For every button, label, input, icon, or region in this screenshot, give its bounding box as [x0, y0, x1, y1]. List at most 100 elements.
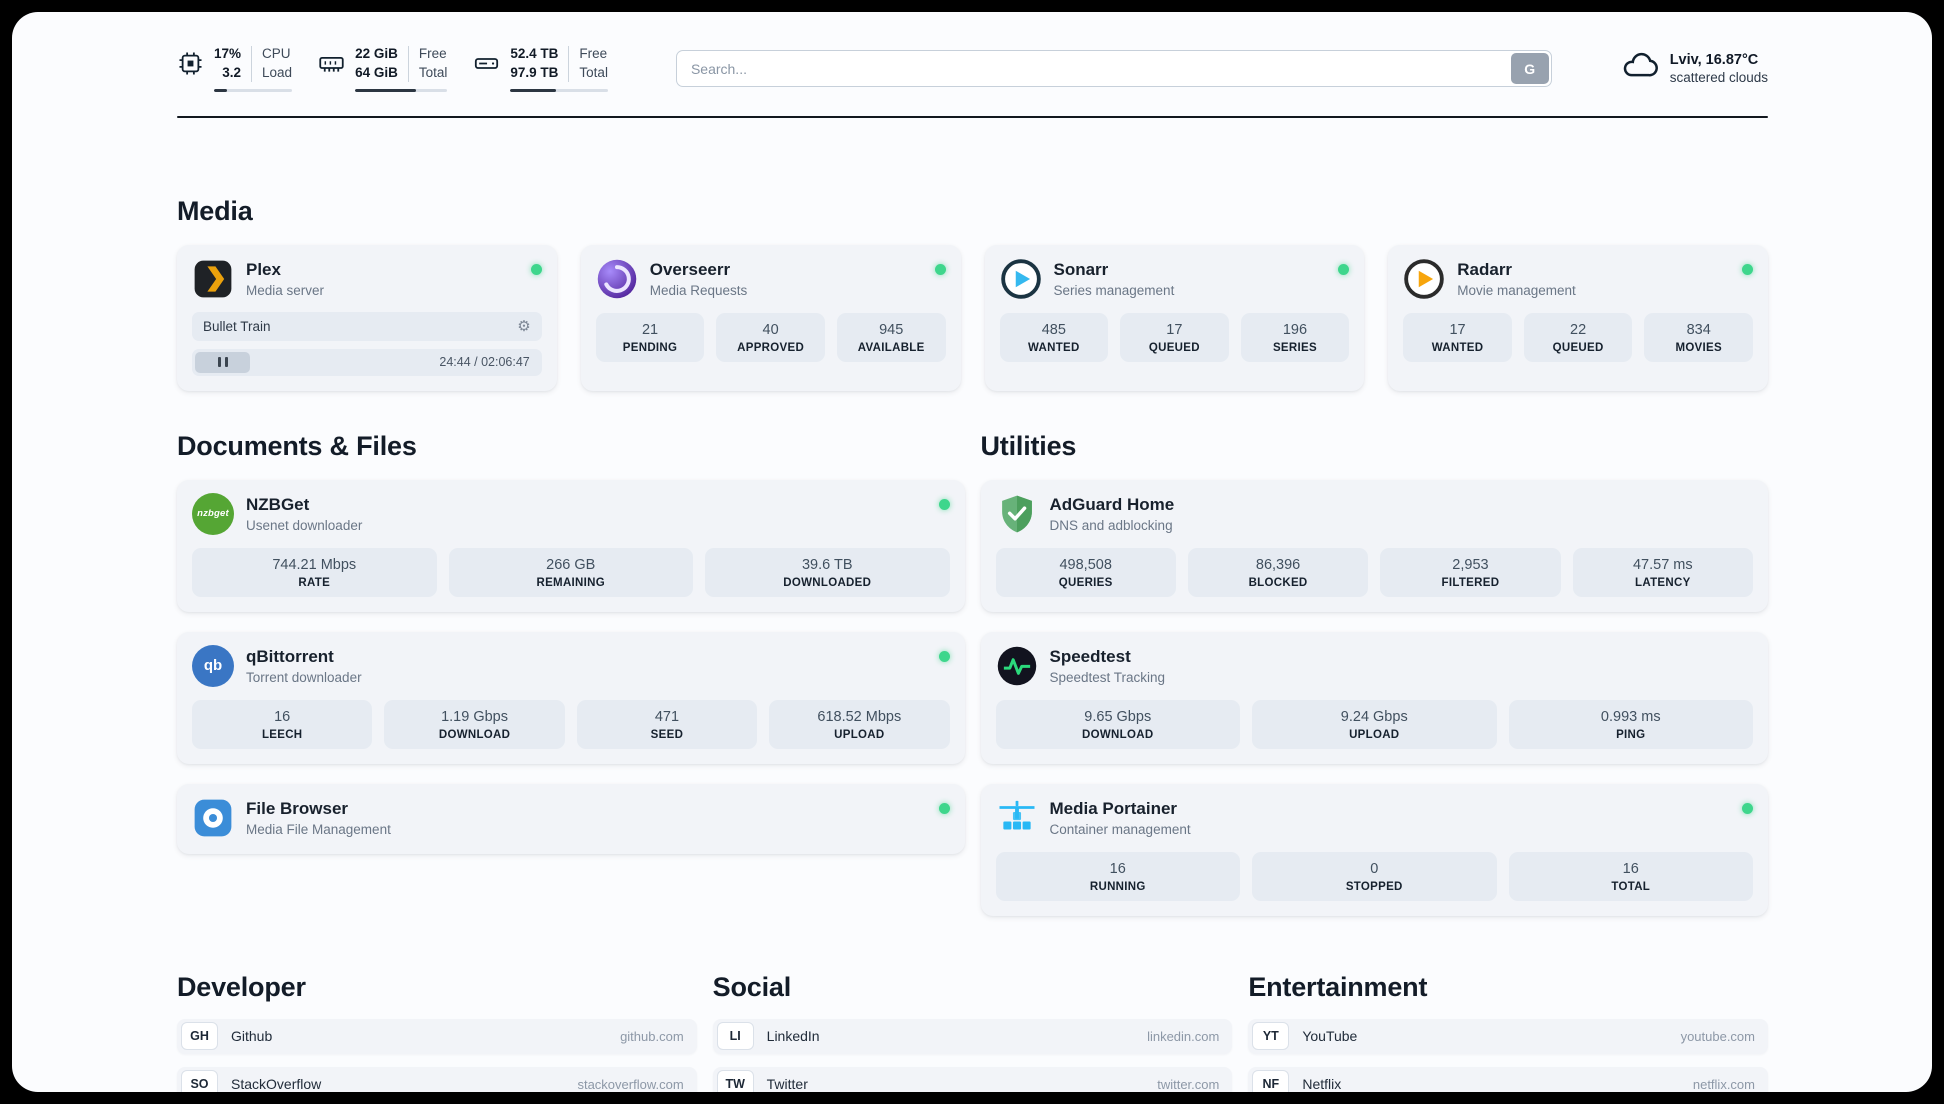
cloud-icon — [1620, 46, 1660, 91]
memory-progress-track — [355, 88, 448, 92]
bookmark-netflix[interactable]: NF Netflix netflix.com — [1248, 1066, 1768, 1092]
header-divider — [177, 115, 1768, 118]
search-bar[interactable]: G — [675, 50, 1552, 88]
app-subtitle: Torrent downloader — [246, 669, 362, 685]
app-card-sonarr[interactable]: Sonarr Series management 485 WANTED 17 Q… — [984, 244, 1365, 391]
app-name: AdGuard Home — [1049, 494, 1175, 514]
status-dot — [1338, 263, 1350, 275]
stat-queued: 17 QUEUED — [1120, 312, 1229, 362]
bookmark-linkedin[interactable]: LI LinkedIn linkedin.com — [712, 1018, 1233, 1054]
cpu-chip-icon — [177, 50, 204, 82]
speedtest-icon — [996, 645, 1038, 687]
stat-series: 196 SERIES — [1240, 312, 1350, 362]
nzbget-icon: nzbget — [192, 492, 234, 535]
section-social: Social LI LinkedIn linkedin.com TW Twitt… — [712, 972, 1233, 1092]
bookmark-domain: linkedin.com — [1147, 1028, 1220, 1044]
stat-download: 9.65 Gbps DOWNLOAD — [995, 699, 1240, 749]
plex-icon — [192, 258, 234, 300]
memory-progress-fill — [355, 88, 416, 92]
cpu-progress-fill — [214, 88, 228, 92]
stat-remaining: 266 GB REMAINING — [448, 547, 693, 597]
weather-widget: Lviv, 16.87°C scattered clouds — [1620, 46, 1768, 91]
app-name: Speedtest — [1049, 646, 1131, 666]
stat-available: 945 AVAILABLE — [836, 312, 946, 362]
now-playing-row: Bullet Train ⚙ — [192, 311, 542, 341]
app-subtitle: Media File Management — [246, 821, 391, 837]
cpu-progress-track — [214, 88, 293, 92]
storage-label-bottom: Total — [579, 64, 608, 80]
stat-queries: 498,508 QUERIES — [995, 547, 1176, 597]
bookmark-name: Github — [231, 1028, 273, 1045]
section-title-entertainment: Entertainment — [1248, 971, 1428, 1002]
stat-stopped: 0 STOPPED — [1252, 851, 1497, 901]
gear-icon[interactable]: ⚙ — [517, 317, 531, 335]
stat-download: 1.19 Gbps DOWNLOAD — [384, 699, 565, 749]
app-name: File Browser — [246, 798, 349, 818]
bookmark-abbr: YT — [1252, 1022, 1290, 1051]
app-card-plex[interactable]: Plex Media server Bullet Train ⚙ 24:44 /… — [177, 244, 557, 391]
overseerr-icon — [596, 258, 638, 300]
cpu-metric: 17% 3.2 CPU Load — [177, 46, 293, 92]
status-dot — [1742, 263, 1753, 275]
status-dot — [530, 263, 542, 275]
stat-rate: 744.21 Mbps RATE — [192, 547, 437, 597]
stat-filtered: 2,953 FILTERED — [1380, 547, 1561, 597]
bookmark-stackoverflow[interactable]: SO StackOverflow stackoverflow.com — [177, 1066, 697, 1092]
stat-seed: 471 SEED — [576, 699, 758, 749]
app-name: Sonarr — [1053, 259, 1109, 279]
stat-approved: 40 APPROVED — [716, 312, 825, 362]
storage-metric: 52.4 TB 97.9 TB Free Total — [473, 46, 608, 92]
stat-leech: 16 LEECH — [192, 699, 373, 749]
app-card-filebrowser[interactable]: File Browser Media File Management — [177, 783, 965, 854]
bookmark-domain: stackoverflow.com — [577, 1076, 684, 1092]
player-time: 24:44 / 02:06:47 — [439, 355, 530, 370]
stat-movies: 834 MOVIES — [1644, 312, 1753, 362]
storage-total-value: 97.9 TB — [510, 64, 559, 80]
filebrowser-icon — [192, 797, 234, 839]
app-card-speedtest[interactable]: Speedtest Speedtest Tracking 9.65 Gbps D… — [980, 631, 1768, 764]
app-card-adguard[interactable]: AdGuard Home DNS and adblocking 498,508 … — [980, 479, 1768, 612]
storage-free-value: 52.4 TB — [510, 46, 559, 61]
app-subtitle: Speedtest Tracking — [1049, 669, 1166, 685]
bookmark-domain: youtube.com — [1680, 1028, 1755, 1044]
bookmark-github[interactable]: GH Github github.com — [177, 1018, 697, 1054]
player-bar[interactable]: 24:44 / 02:06:47 — [192, 348, 542, 376]
app-card-nzbget[interactable]: nzbget NZBGet Usenet downloader 744.21 M… — [177, 479, 965, 612]
app-card-overseerr[interactable]: Overseerr Media Requests 21 PENDING 40 A… — [580, 244, 961, 391]
stat-total: 16 TOTAL — [1508, 851, 1753, 901]
app-subtitle: Movie management — [1457, 282, 1576, 298]
bookmark-twitter[interactable]: TW Twitter twitter.com — [712, 1066, 1233, 1092]
app-subtitle: Container management — [1049, 821, 1191, 837]
stat-queued: 22 QUEUED — [1523, 312, 1633, 362]
bookmark-youtube[interactable]: YT YouTube youtube.com — [1248, 1018, 1768, 1054]
radarr-icon — [1403, 258, 1445, 300]
topbar: 17% 3.2 CPU Load — [12, 12, 1932, 92]
weather-location: Lviv, 16.87°C — [1669, 52, 1759, 69]
search-input[interactable] — [676, 51, 1509, 87]
bookmark-name: Twitter — [766, 1076, 808, 1092]
status-dot — [938, 802, 950, 814]
status-dot — [1742, 802, 1753, 814]
app-subtitle: Series management — [1053, 282, 1175, 298]
app-name: Radarr — [1457, 259, 1513, 279]
app-card-radarr[interactable]: Radarr Movie management 17 WANTED 22 QUE… — [1388, 244, 1768, 391]
bookmark-name: Netflix — [1302, 1076, 1342, 1092]
cpu-label-bottom: Load — [262, 64, 293, 80]
search-engine-button[interactable]: G — [1510, 53, 1549, 85]
app-card-portainer[interactable]: Media Portainer Container management 16 … — [980, 783, 1768, 916]
qbittorrent-icon: qb — [192, 644, 234, 687]
storage-progress-fill — [510, 88, 557, 92]
section-entertainment: Entertainment YT YouTube youtube.com NF … — [1248, 972, 1768, 1092]
cpu-label-top: CPU — [262, 46, 291, 61]
section-documents: Documents & Files nzbget NZBGet Usenet d… — [177, 431, 965, 916]
pause-button[interactable] — [195, 351, 250, 373]
app-subtitle: Usenet downloader — [246, 517, 363, 533]
bookmark-abbr: GH — [181, 1022, 218, 1051]
section-title-media: Media — [177, 195, 253, 226]
bookmark-name: LinkedIn — [766, 1028, 820, 1045]
app-card-qbittorrent[interactable]: qb qBittorrent Torrent downloader 16 LEE… — [177, 631, 965, 764]
stat-downloaded: 39.6 TB DOWNLOADED — [705, 547, 950, 597]
bookmark-abbr: NF — [1252, 1070, 1290, 1092]
dashboard-content: Media Plex Media server — [12, 196, 1932, 1092]
status-dot — [938, 498, 950, 510]
